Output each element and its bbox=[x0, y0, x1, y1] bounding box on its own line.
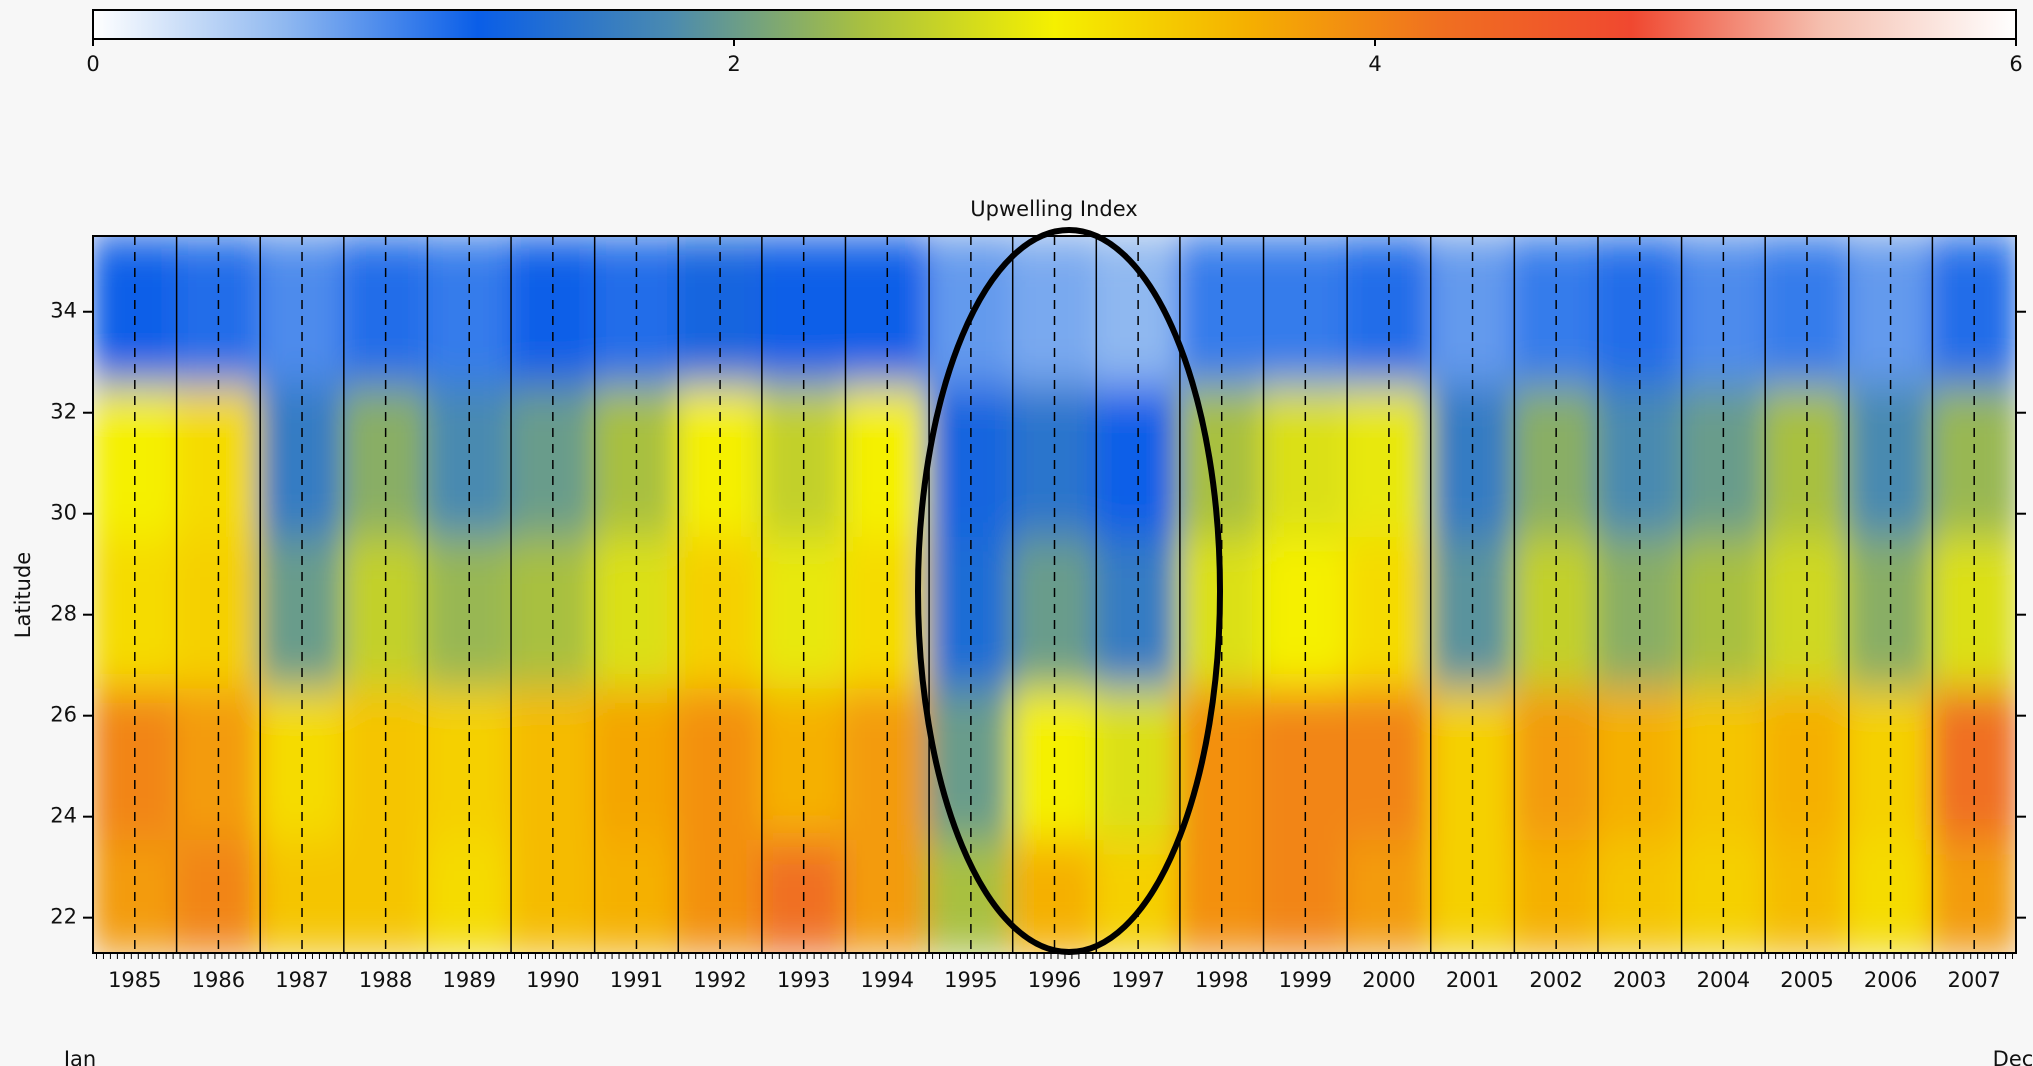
heat-cells bbox=[93, 236, 2016, 953]
y-tick-label: 34 bbox=[50, 299, 77, 323]
heat-cell bbox=[1930, 236, 2016, 390]
heat-cell bbox=[425, 236, 514, 390]
heatmap bbox=[93, 236, 2016, 953]
heat-cell bbox=[1345, 236, 1433, 390]
heat-cell bbox=[592, 236, 681, 390]
y-tick-label: 24 bbox=[50, 804, 77, 828]
colorbar-tick-label: 0 bbox=[86, 52, 99, 76]
x-tick-label: 2002 bbox=[1529, 968, 1582, 992]
plot-frame bbox=[92, 235, 2017, 954]
x-tick-label: 1989 bbox=[443, 968, 496, 992]
heat-cell bbox=[93, 536, 179, 693]
x-tick-label: 1987 bbox=[275, 968, 328, 992]
x-tick-label: 1998 bbox=[1195, 968, 1248, 992]
x-tick-label: 1995 bbox=[944, 968, 997, 992]
heat-cell bbox=[1679, 236, 1768, 390]
x-tick-label: 2006 bbox=[1864, 968, 1917, 992]
x-tick-label: 1993 bbox=[777, 968, 830, 992]
y-tick-label: 32 bbox=[50, 400, 77, 424]
x-tick-label: 2003 bbox=[1613, 968, 1666, 992]
x-tick-label: 1999 bbox=[1279, 968, 1332, 992]
heat-cell bbox=[1846, 236, 1935, 390]
heat-cell bbox=[1595, 236, 1684, 390]
y-tick-label: 22 bbox=[50, 905, 77, 929]
heat-cell bbox=[1261, 236, 1350, 390]
heat-cell bbox=[93, 839, 179, 953]
colorbar-tick-label: 6 bbox=[2009, 52, 2022, 76]
heat-cell bbox=[341, 236, 430, 390]
x-tick-label: 1996 bbox=[1028, 968, 1081, 992]
x-tick-label: 2001 bbox=[1446, 968, 1499, 992]
x-tick-label: 1985 bbox=[108, 968, 161, 992]
heat-cell bbox=[676, 236, 764, 390]
x-tick-label: 2004 bbox=[1697, 968, 1750, 992]
heat-cell bbox=[509, 236, 597, 390]
x-tick-label: 1994 bbox=[861, 968, 914, 992]
heat-cell bbox=[1930, 839, 2016, 953]
heat-cell bbox=[843, 236, 932, 390]
heat-cell bbox=[93, 385, 179, 541]
heat-cell bbox=[1512, 236, 1600, 390]
heat-cell bbox=[258, 236, 346, 390]
y-tick-label: 28 bbox=[50, 602, 77, 626]
heat-cell bbox=[1010, 236, 1099, 390]
colorbar bbox=[92, 9, 2017, 40]
x-tick-label: 1991 bbox=[610, 968, 663, 992]
heat-cell bbox=[759, 236, 848, 390]
colorbar-tick-label: 4 bbox=[1368, 52, 1381, 76]
x-tick-label: 1992 bbox=[693, 968, 746, 992]
range-end-label: Dec bbox=[1993, 1047, 2033, 1066]
heat-cell bbox=[1930, 385, 2016, 541]
x-tick-label: 2005 bbox=[1780, 968, 1833, 992]
heat-cell bbox=[1763, 236, 1851, 390]
x-tick-label: 1990 bbox=[526, 968, 579, 992]
heat-cell bbox=[1930, 536, 2016, 693]
y-axis-label: Latitude bbox=[11, 552, 35, 638]
chart-title: Upwelling Index bbox=[970, 197, 1137, 221]
x-tick-label: 2000 bbox=[1362, 968, 1415, 992]
heat-cell bbox=[93, 236, 179, 390]
range-start-label: Jan bbox=[62, 1047, 96, 1066]
x-tick-label: 1986 bbox=[192, 968, 245, 992]
x-tick-label: 1988 bbox=[359, 968, 412, 992]
x-tick-label: 1997 bbox=[1111, 968, 1164, 992]
heat-cell bbox=[1930, 688, 2016, 844]
colorbar-tick-label: 2 bbox=[727, 52, 740, 76]
heat-cell bbox=[93, 688, 179, 844]
y-tick-label: 26 bbox=[50, 703, 77, 727]
heat-cell bbox=[1177, 236, 1266, 390]
heat-cell bbox=[1428, 236, 1517, 390]
x-tick-label: 2007 bbox=[1947, 968, 2000, 992]
heat-cell bbox=[174, 236, 263, 390]
y-tick-label: 30 bbox=[50, 501, 77, 525]
